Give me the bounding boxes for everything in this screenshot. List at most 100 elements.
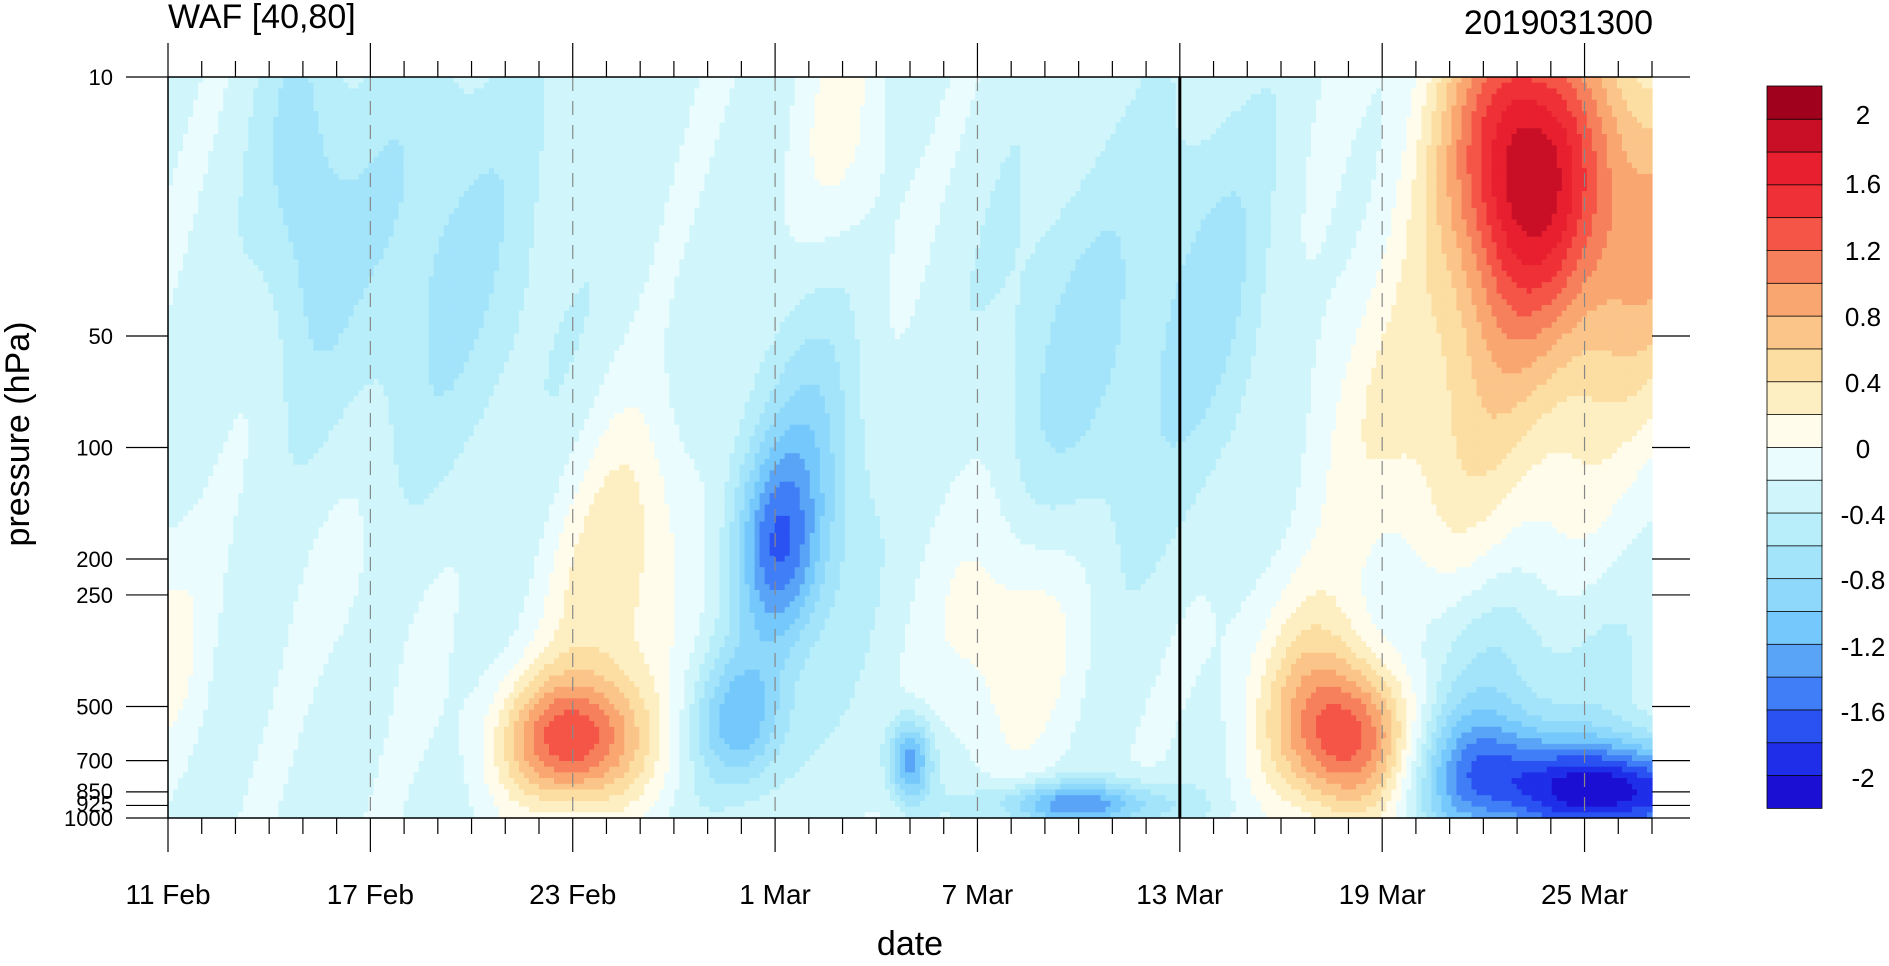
field-cell-1620 — [869, 105, 876, 112]
field-cell-2559 — [1125, 122, 1132, 129]
field-cell-1279 — [644, 99, 650, 107]
field-cell-2972 — [228, 134, 234, 141]
field-cell-575 — [1566, 82, 1573, 89]
field-cell-2705 — [373, 128, 380, 135]
field-cell-3089 — [814, 134, 821, 141]
field-cell-4306 — [980, 156, 986, 164]
field-cell-1387 — [1185, 99, 1192, 107]
field-cell-1195 — [223, 99, 229, 107]
field-cell-3251 — [1626, 134, 1633, 141]
field-cell-1628 — [910, 105, 916, 112]
field-cell-1950 — [1040, 111, 1046, 118]
field-cell-3020 — [468, 134, 475, 141]
field-cell-4657 — [1255, 162, 1262, 169]
field-cell-1328 — [889, 99, 896, 107]
field-cell-924 — [348, 94, 355, 101]
field-cell-3791 — [1366, 145, 1372, 152]
field-cell-4850 — [739, 168, 746, 175]
field-cell-484 — [1110, 82, 1117, 89]
field-cell-363 — [503, 82, 510, 89]
field-cell-2019 — [1386, 111, 1392, 118]
field-cell-919 — [323, 94, 330, 101]
field-cell-1629 — [915, 105, 921, 112]
field-cell-2271 — [1165, 116, 1172, 124]
field-cell-92 — [629, 77, 635, 84]
field-cell-4865 — [814, 168, 821, 175]
field-cell-609 — [253, 88, 259, 95]
field-cell-3214 — [1441, 134, 1448, 141]
field-cell-1775 — [1646, 105, 1653, 112]
field-cell-451 — [945, 82, 951, 89]
field-cell-4201 — [453, 156, 460, 164]
field-cell-3421 — [995, 139, 1001, 146]
field-cell-4819 — [584, 168, 590, 175]
field-cell-4427 — [1586, 156, 1593, 164]
field-cell-820 — [1311, 88, 1317, 95]
field-cell-3496 — [1371, 139, 1377, 146]
field-cell-1659 — [1065, 105, 1072, 112]
field-cell-855 — [1486, 88, 1493, 95]
field-cell-3587 — [343, 145, 350, 152]
field-cell-244 — [1391, 77, 1397, 84]
field-cell-1158 — [1521, 94, 1528, 101]
field-cell-1236 — [428, 99, 435, 107]
field-cell-1492 — [228, 105, 234, 112]
field-cell-4820 — [589, 168, 595, 175]
field-cell-2535 — [1005, 122, 1011, 129]
field-cell-4121 — [1536, 151, 1543, 158]
field-cell-526 — [1321, 82, 1327, 89]
field-cell-4760 — [288, 168, 294, 175]
field-cell-1757 — [1556, 105, 1563, 112]
field-cell-2096 — [288, 116, 294, 124]
field-cell-1453 — [1516, 99, 1523, 107]
field-cell-4126 — [1561, 151, 1568, 158]
field-cell-3750 — [1160, 145, 1167, 152]
field-cell-1665 — [1095, 105, 1102, 112]
field-cell-1335 — [925, 99, 931, 107]
field-cell-1119 — [1326, 94, 1332, 101]
field-cell-525 — [1316, 82, 1322, 89]
field-cell-4901 — [995, 168, 1001, 175]
field-cell-1661 — [1075, 105, 1082, 112]
field-cell-795 — [1185, 88, 1192, 95]
field-cell-2743 — [564, 128, 570, 135]
field-cell-212 — [1230, 77, 1237, 84]
field-cell-794 — [1180, 88, 1187, 95]
field-cell-1094 — [1200, 94, 1207, 101]
field-cell-4767 — [323, 168, 330, 175]
field-cell-1669 — [1115, 105, 1122, 112]
field-cell-406 — [719, 82, 726, 89]
field-cell-536 — [1371, 82, 1377, 89]
field-cell-1754 — [1541, 105, 1548, 112]
field-cell-1575 — [644, 105, 650, 112]
field-cell-3544 — [1611, 139, 1618, 146]
field-cell-100 — [669, 77, 675, 84]
field-cell-388 — [629, 82, 635, 89]
field-cell-490 — [1140, 82, 1147, 89]
field-cell-4964 — [1311, 168, 1317, 175]
field-cell-2345 — [1536, 116, 1543, 124]
field-cell-4630 — [1120, 162, 1127, 169]
field-cell-1579 — [664, 105, 670, 112]
field-cell-4245 — [674, 156, 680, 164]
field-cell-836 — [1391, 88, 1397, 95]
field-cell-2024 — [1411, 111, 1417, 118]
field-cell-3624 — [528, 145, 535, 152]
field-cell-805 — [1235, 88, 1242, 95]
field-cell-1009 — [774, 94, 781, 101]
field-cell-4379 — [1346, 156, 1352, 164]
field-cell-4921 — [1095, 168, 1102, 175]
field-cell-2600 — [1331, 122, 1337, 129]
field-cell-4742 — [198, 168, 204, 175]
field-cell-2530 — [980, 122, 986, 129]
field-cell-1159 — [1526, 94, 1533, 101]
field-cell-1846 — [518, 111, 525, 118]
field-cell-2763 — [664, 128, 670, 135]
field-cell-166 — [1000, 77, 1006, 84]
field-cell-297 — [173, 82, 179, 89]
field-cell-1276 — [629, 99, 635, 107]
field-cell-1887 — [724, 111, 731, 118]
field-cell-3269 — [233, 139, 239, 146]
field-cell-2062 — [1601, 111, 1608, 118]
field-cell-4471 — [323, 162, 330, 169]
